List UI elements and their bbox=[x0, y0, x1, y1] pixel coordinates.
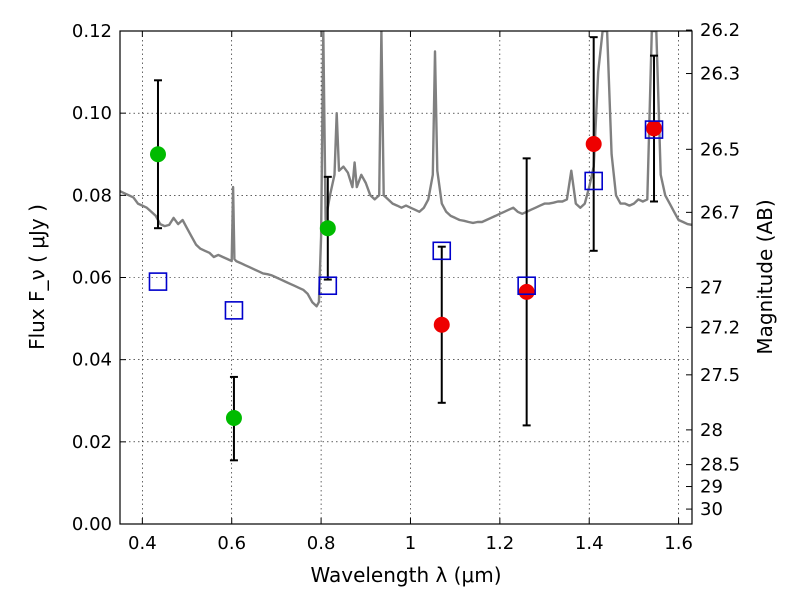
x-tick-label: 1.2 bbox=[486, 533, 515, 554]
data-point-observed-optical bbox=[319, 220, 336, 237]
model-square-marker bbox=[432, 241, 452, 261]
data-layer bbox=[120, 31, 692, 308]
model-square-marker bbox=[517, 276, 536, 296]
right-tick-label: 26.2 bbox=[700, 20, 740, 41]
data-point-observed-nir bbox=[433, 316, 450, 333]
y-axis-label: Flux F_ν ( μJy ) bbox=[25, 204, 49, 350]
model-square-marker bbox=[148, 272, 168, 291]
data-point-observed-nir bbox=[518, 283, 535, 300]
data-point-observed-optical bbox=[225, 410, 242, 427]
data-point-observed-nir bbox=[585, 135, 602, 152]
model-square-marker bbox=[644, 120, 664, 139]
x-tick-label: 1.4 bbox=[575, 533, 604, 554]
right-tick-label: 27.5 bbox=[700, 365, 740, 386]
right-tick-label: 27.2 bbox=[700, 317, 740, 338]
y-tick-label: 0.02 bbox=[72, 432, 112, 453]
x-tick-label: 0.8 bbox=[307, 533, 336, 554]
axes-ticks: 0.4 0.6 0.8 1 1.2 1.4 1.6 0.00 0.02 0.04 0.06 0.08 0… bbox=[72, 20, 740, 554]
marker-layer bbox=[148, 36, 664, 462]
y-tick-label: 0.04 bbox=[72, 350, 112, 371]
y-tick-label: 0.08 bbox=[72, 185, 112, 206]
x-tick-label: 0.4 bbox=[128, 533, 157, 554]
right-tick-label: 28 bbox=[700, 420, 723, 441]
y-tick-label: 0.06 bbox=[72, 268, 112, 289]
y-tick-label: 0.12 bbox=[72, 21, 112, 42]
x-tick-label: 0.6 bbox=[217, 533, 246, 554]
x-tick-label: 1.6 bbox=[664, 533, 693, 554]
model-square-marker bbox=[318, 276, 338, 296]
x-tick-label: 1 bbox=[405, 533, 416, 554]
right-tick-label: 29 bbox=[700, 477, 723, 498]
right-tick-label: 27 bbox=[700, 278, 723, 299]
data-point-observed-optical bbox=[149, 146, 166, 163]
model-square-marker bbox=[584, 171, 603, 191]
right-tick-label: 26.3 bbox=[700, 64, 740, 85]
right-tick-label: 26.7 bbox=[700, 202, 740, 223]
y-tick-label: 0.10 bbox=[72, 103, 112, 124]
right-axis-label: Magnitude (AB) bbox=[753, 199, 777, 354]
right-tick-label: 26.5 bbox=[700, 139, 740, 160]
x-axis-label: Wavelength λ (μm) bbox=[310, 563, 501, 587]
right-tick-label: 28.5 bbox=[700, 455, 740, 476]
data-point-observed-nir bbox=[646, 120, 663, 137]
model-square-marker bbox=[224, 301, 244, 320]
y-tick-label: 0.00 bbox=[72, 514, 112, 535]
spectrum-line bbox=[120, 31, 692, 308]
right-tick-label: 30 bbox=[700, 499, 723, 520]
